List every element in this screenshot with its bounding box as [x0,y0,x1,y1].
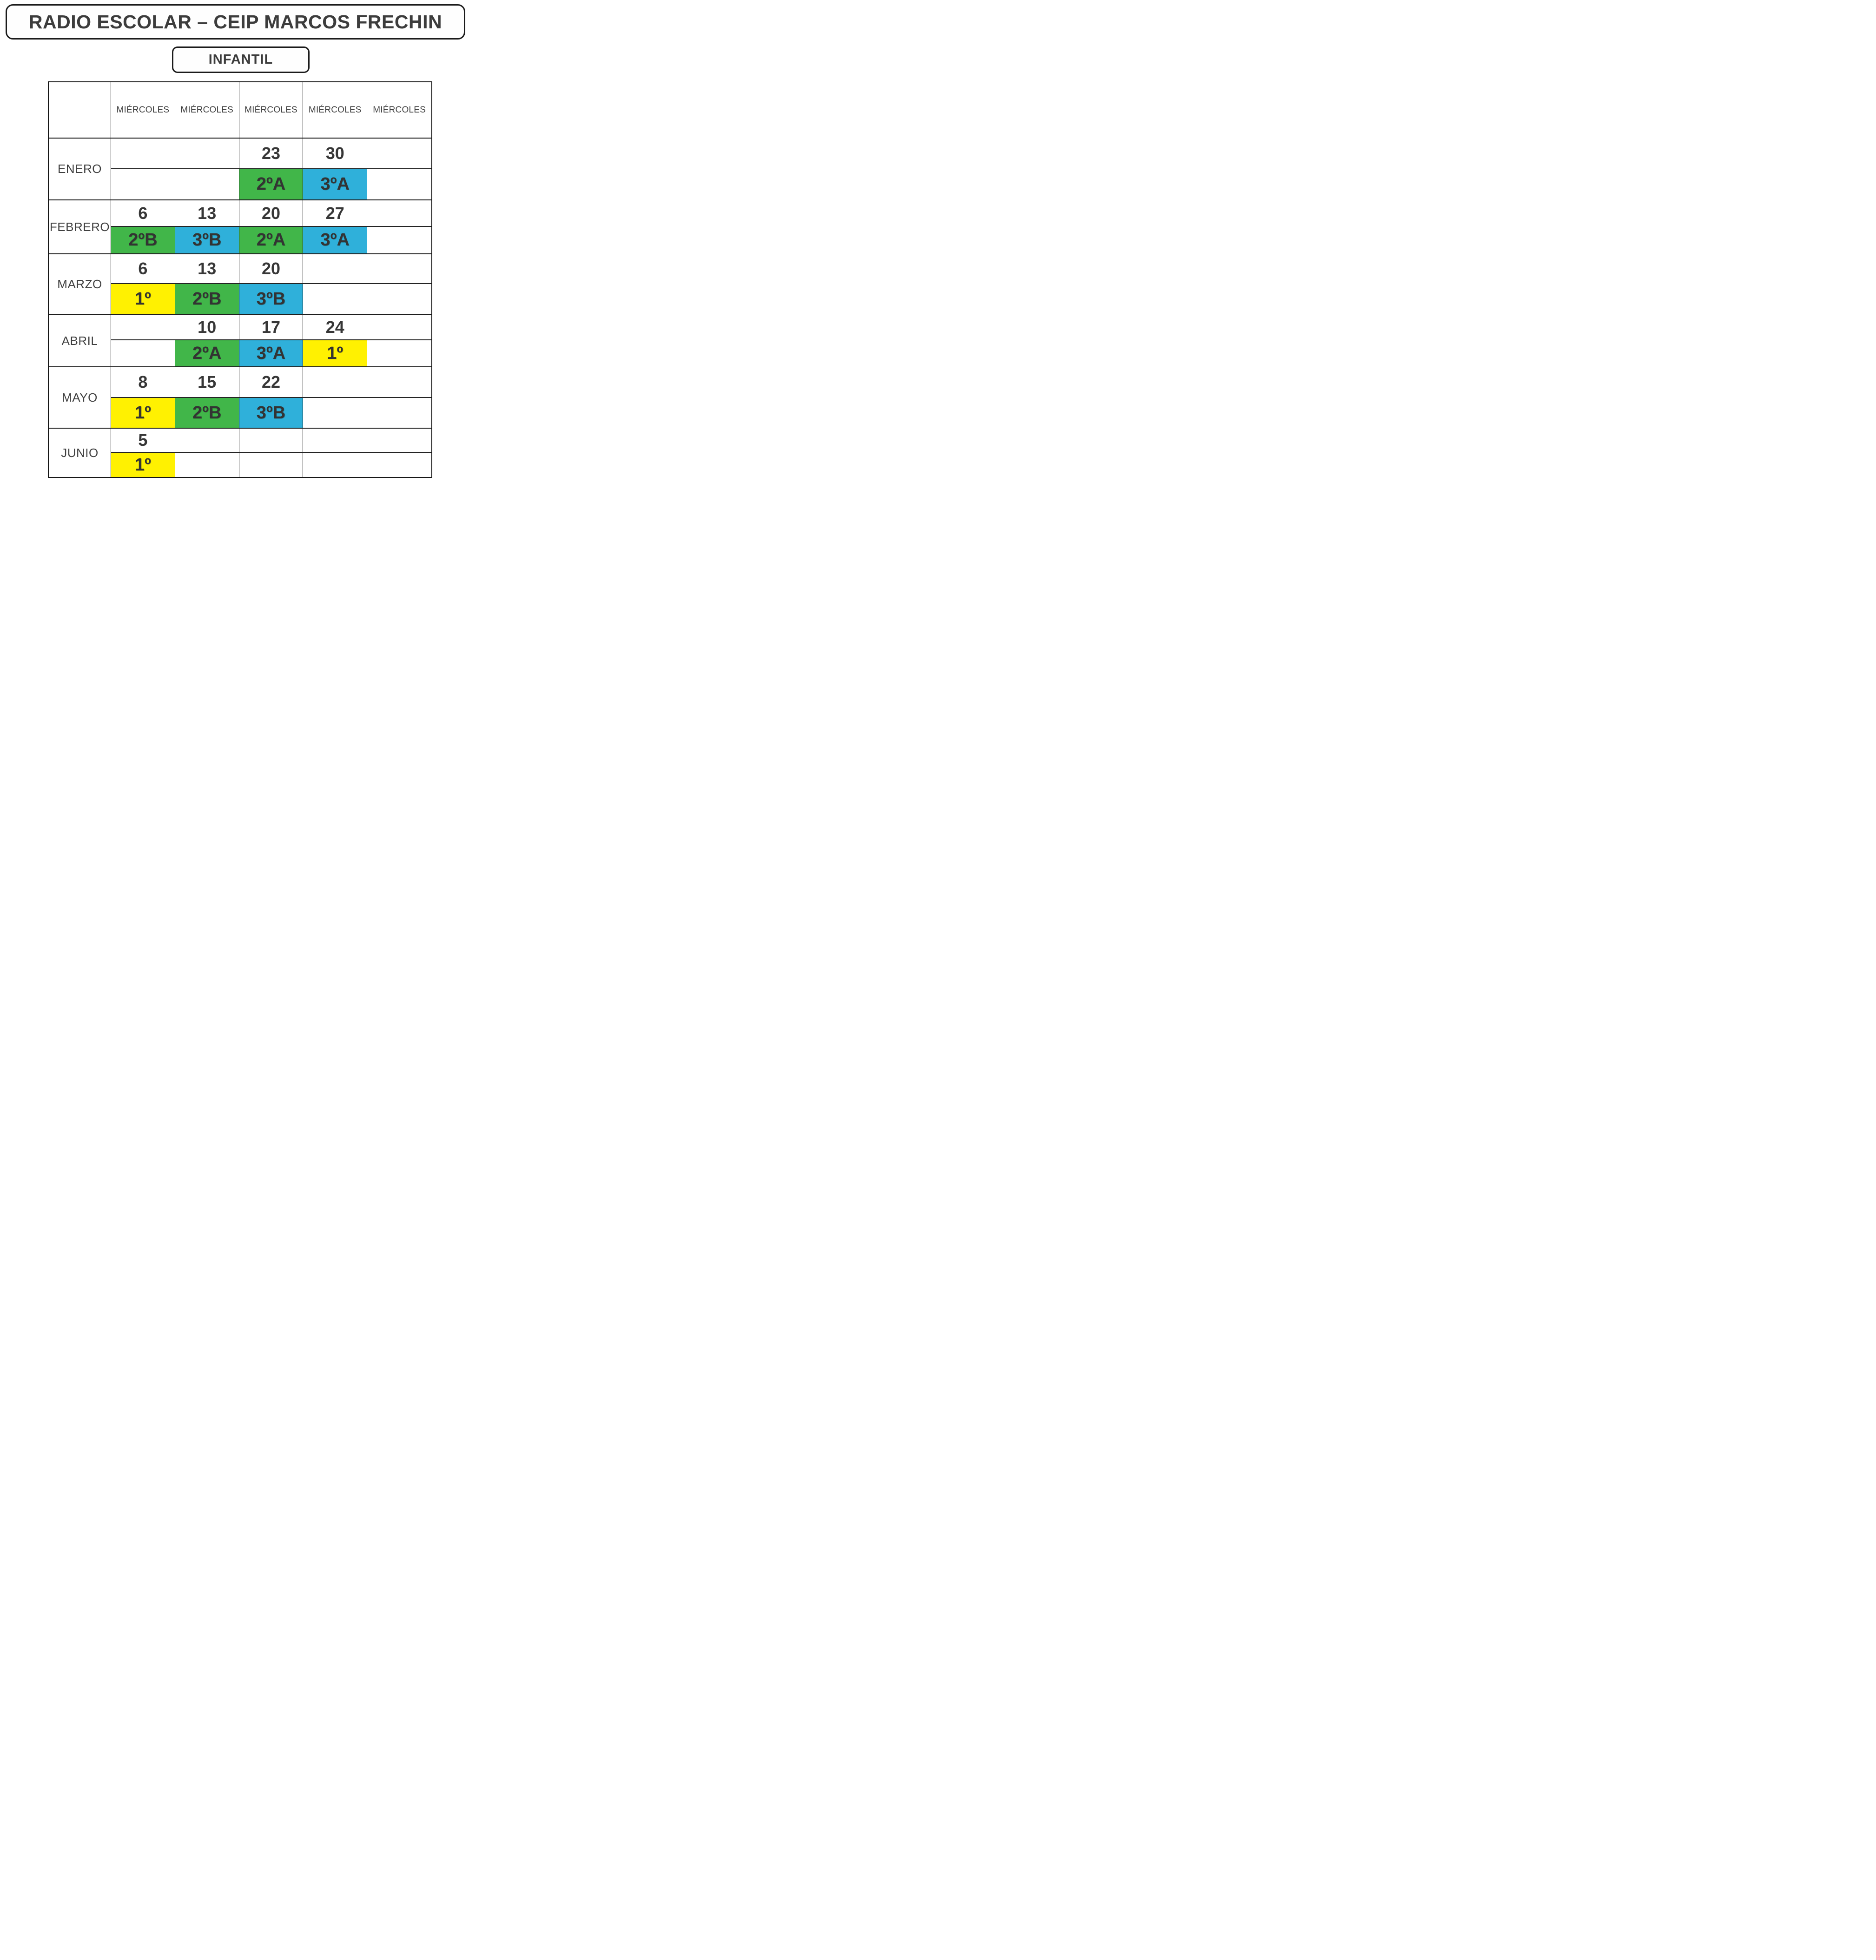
date-cell [303,429,368,453]
month-cell-febrero: FEBRERO [49,200,111,254]
day-header-cell: MIÉRCOLES [111,82,175,139]
month-cell-abril: ABRIL [49,315,111,367]
date-cell: 20 [239,254,304,284]
date-cell [111,315,175,340]
group-cell [175,169,239,200]
page-title: RADIO ESCOLAR – CEIP MARCOS FRECHIN [28,11,443,33]
date-cell: 24 [303,315,368,340]
group-cell [303,453,368,477]
group-cell: 2ºA [239,169,304,200]
group-cell: 3ºA [303,169,368,200]
group-cell: 3ºA [303,227,368,254]
group-cell: 3ºA [239,340,304,367]
date-cell: 13 [175,254,239,284]
schedule-table: MIÉRCOLES MIÉRCOLES MIÉRCOLES MIÉRCOLES … [48,81,432,478]
date-cell: 6 [111,254,175,284]
group-cell [367,227,431,254]
date-cell: 30 [303,139,368,169]
group-cell: 3ºB [175,227,239,254]
group-cell: 1º [111,284,175,315]
date-cell [367,254,431,284]
date-cell: 17 [239,315,304,340]
group-cell: 1º [303,340,368,367]
date-cell [111,139,175,169]
group-cell [367,453,431,477]
date-cell: 13 [175,200,239,227]
day-header-cell: MIÉRCOLES [175,82,239,139]
corner-cell [49,82,111,139]
date-cell: 27 [303,200,368,227]
group-cell [303,284,368,315]
date-cell [367,429,431,453]
group-cell [111,340,175,367]
group-cell: 1º [111,398,175,429]
date-cell: 23 [239,139,304,169]
date-cell [367,367,431,398]
group-cell [239,453,304,477]
group-cell: 2ºA [239,227,304,254]
date-cell [367,139,431,169]
group-cell: 1º [111,453,175,477]
date-cell [175,429,239,453]
date-cell [367,315,431,340]
group-cell [367,398,431,429]
group-cell: 3ºB [239,398,304,429]
day-header-cell: MIÉRCOLES [239,82,304,139]
group-cell: 3ºB [239,284,304,315]
date-cell: 10 [175,315,239,340]
subtitle-box: INFANTIL [172,46,310,73]
group-cell [303,398,368,429]
day-header-cell: MIÉRCOLES [367,82,431,139]
title-box: RADIO ESCOLAR – CEIP MARCOS FRECHIN [6,4,465,40]
date-cell [175,139,239,169]
date-cell: 15 [175,367,239,398]
group-cell: 2ºB [175,398,239,429]
date-cell: 20 [239,200,304,227]
month-cell-enero: ENERO [49,139,111,200]
date-cell [303,367,368,398]
group-cell [111,169,175,200]
group-cell: 2ºB [175,284,239,315]
date-cell [367,200,431,227]
month-cell-mayo: MAYO [49,367,111,429]
date-cell [303,254,368,284]
group-cell [367,340,431,367]
group-cell: 2ºB [111,227,175,254]
month-cell-junio: JUNIO [49,429,111,477]
day-header-cell: MIÉRCOLES [303,82,368,139]
group-cell [175,453,239,477]
date-cell [239,429,304,453]
date-cell: 6 [111,200,175,227]
date-cell: 22 [239,367,304,398]
group-cell [367,284,431,315]
group-cell [367,169,431,200]
date-cell: 8 [111,367,175,398]
month-cell-marzo: MARZO [49,254,111,315]
group-cell: 2ºA [175,340,239,367]
date-cell: 5 [111,429,175,453]
page-subtitle: INFANTIL [208,52,273,67]
